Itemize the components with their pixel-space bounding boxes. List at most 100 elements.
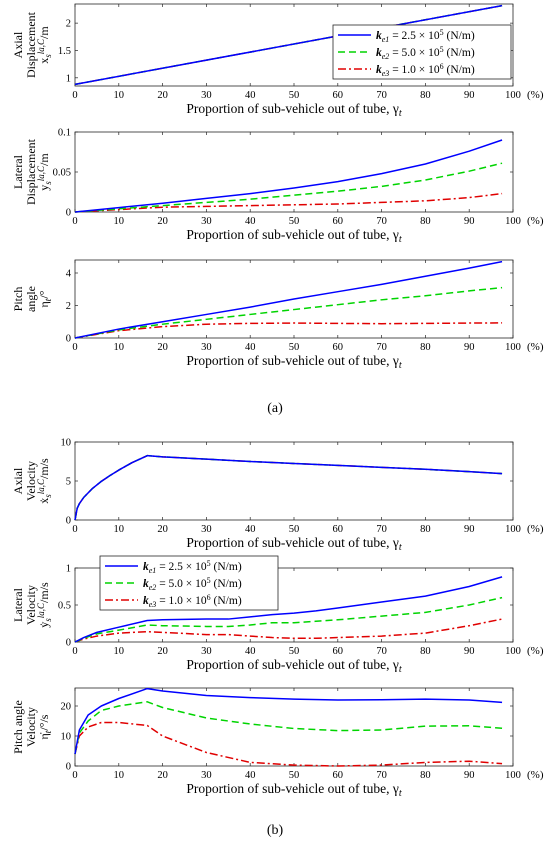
y-axis-label-line-3: ẋsla,C/m/s <box>36 458 53 504</box>
x-tick-label: 80 <box>420 342 431 353</box>
x-tick-label: 40 <box>245 90 256 101</box>
x-tick-label: 60 <box>333 770 344 781</box>
x-tick-label: 90 <box>464 524 475 535</box>
y-axis-label-line-3: xsla,C/m <box>36 26 53 64</box>
x-axis-label: Proportion of sub-vehicle out of tube, γ… <box>186 535 402 553</box>
chart-panel-2: 0 10 20 30 40 50 60 70 80 90 100 (%) 0 0.05 0.1 Proport… <box>11 128 544 246</box>
x-tick-label: 50 <box>289 342 300 353</box>
y-tick-label: 0 <box>66 762 71 773</box>
x-tick-label: 70 <box>376 216 387 227</box>
x-axis-label: Proportion of sub-vehicle out of tube, γ… <box>186 657 402 675</box>
x-tick-label: 0 <box>72 342 77 353</box>
x-tick-label: 100 <box>505 646 521 657</box>
x-unit-label: (%) <box>527 645 544 657</box>
y-axis-label-line-1: Pitch angle <box>11 700 25 754</box>
y-axis-label-line-3: η̇t/°/s <box>37 714 53 739</box>
x-tick-label: 20 <box>157 646 168 657</box>
x-tick-label: 60 <box>333 216 344 227</box>
y-axis-label-line-2: Displacement <box>24 138 38 205</box>
legend-entry-2: ke2 = 5.0 × 105 (N/m) <box>376 45 475 61</box>
x-tick-label: 10 <box>114 342 125 353</box>
y-axis-label-line-1: Axial <box>11 467 25 494</box>
x-axis-label: Proportion of sub-vehicle out of tube, γ… <box>186 227 402 245</box>
x-tick-label: 0 <box>72 770 77 781</box>
x-tick-label: 0 <box>72 216 77 227</box>
x-tick-label: 90 <box>464 646 475 657</box>
chart-panel-3: 0 10 20 30 40 50 60 70 80 90 100 (%) 0 2 4 Proportion o… <box>11 259 544 371</box>
x-tick-label: 90 <box>464 90 475 101</box>
series-line-2 <box>74 454 503 521</box>
y-tick-label: 0 <box>66 334 71 345</box>
x-tick-label: 100 <box>505 90 521 101</box>
x-tick-label: 40 <box>245 646 256 657</box>
x-tick-label: 0 <box>72 524 77 535</box>
y-tick-label: 0.1 <box>58 128 71 139</box>
x-tick-label: 10 <box>114 770 125 781</box>
x-tick-label: 30 <box>201 216 212 227</box>
x-tick-label: 60 <box>333 90 344 101</box>
series-line-2 <box>74 162 503 213</box>
series-line-1 <box>74 4 503 86</box>
y-tick-label: 10 <box>61 438 72 449</box>
x-tick-label: 70 <box>376 646 387 657</box>
chart-panel-1: 0 10 20 30 40 50 60 70 80 90 100 (%) 1 1.5 2 Proportion… <box>11 3 544 119</box>
y-tick-label: 0 <box>66 638 71 649</box>
y-axis-label-line-3: ysla,C/m <box>36 153 53 191</box>
series-line-3 <box>74 192 503 213</box>
x-unit-label: (%) <box>527 769 544 781</box>
x-tick-label: 100 <box>505 342 521 353</box>
y-tick-label: 0 <box>66 208 71 219</box>
x-tick-label: 30 <box>201 90 212 101</box>
x-tick-label: 10 <box>114 524 125 535</box>
x-tick-label: 80 <box>420 216 431 227</box>
x-tick-label: 100 <box>505 770 521 781</box>
legend: ke1 = 2.5 × 105 (N/m)ke2 = 5.0 × 105 (N/… <box>99 555 279 611</box>
x-tick-label: 20 <box>157 524 168 535</box>
chart-panel-5: 0 10 20 30 40 50 60 70 80 90 100 (%) 0 0.5 1 Proportion… <box>11 555 544 675</box>
x-axis-label: Proportion of sub-vehicle out of tube, γ… <box>186 781 402 799</box>
series-line-3 <box>74 721 503 767</box>
x-tick-label: 80 <box>420 90 431 101</box>
x-tick-label: 50 <box>289 90 300 101</box>
x-unit-label: (%) <box>527 523 544 535</box>
x-tick-label: 100 <box>505 524 521 535</box>
x-axis-label: Proportion of sub-vehicle out of tube, γ… <box>186 353 402 371</box>
axes-box <box>74 441 514 521</box>
y-tick-label: 2 <box>66 301 71 312</box>
y-tick-label: 5 <box>66 477 71 488</box>
y-tick-label: 20 <box>61 702 72 713</box>
y-axis-label-line-1: Lateral <box>11 587 25 622</box>
caption-a: (a) <box>267 401 283 416</box>
x-tick-label: 20 <box>157 342 168 353</box>
x-tick-label: 50 <box>289 646 300 657</box>
x-tick-label: 90 <box>464 770 475 781</box>
y-tick-label: 4 <box>66 269 72 280</box>
x-tick-label: 30 <box>201 770 212 781</box>
x-tick-label: 20 <box>157 90 168 101</box>
x-tick-label: 80 <box>420 770 431 781</box>
y-axis-label-line-2: Velocity <box>24 585 38 625</box>
y-axis-label-line-1: Axial <box>11 31 25 58</box>
y-axis-label-line-2: Velocity <box>24 707 38 747</box>
y-axis-label-line-1: Pitch <box>11 287 25 312</box>
legend: ke1 = 2.5 × 105 (N/m)ke2 = 5.0 × 105 (N/… <box>332 24 512 80</box>
series-line-2 <box>74 701 503 755</box>
y-axis-label-line-2: Velocity <box>24 461 38 501</box>
x-tick-label: 10 <box>114 216 125 227</box>
x-tick-label: 100 <box>505 216 521 227</box>
x-tick-label: 20 <box>157 770 168 781</box>
x-axis-label: Proportion of sub-vehicle out of tube, γ… <box>186 101 402 119</box>
x-tick-label: 20 <box>157 216 168 227</box>
x-tick-label: 10 <box>114 90 125 101</box>
x-unit-label: (%) <box>527 341 544 353</box>
y-tick-label: 1 <box>66 564 71 575</box>
x-tick-label: 40 <box>245 524 256 535</box>
legend-entry-1: ke1 = 2.5 × 105 (N/m) <box>143 559 242 575</box>
x-tick-label: 60 <box>333 524 344 535</box>
legend-entry-1: ke1 = 2.5 × 105 (N/m) <box>376 28 475 44</box>
y-axis-label-line-2: angle <box>24 286 38 312</box>
series-line-1 <box>74 576 503 643</box>
y-tick-label: 0.5 <box>58 601 71 612</box>
series-line-1 <box>74 687 503 755</box>
x-tick-label: 60 <box>333 646 344 657</box>
